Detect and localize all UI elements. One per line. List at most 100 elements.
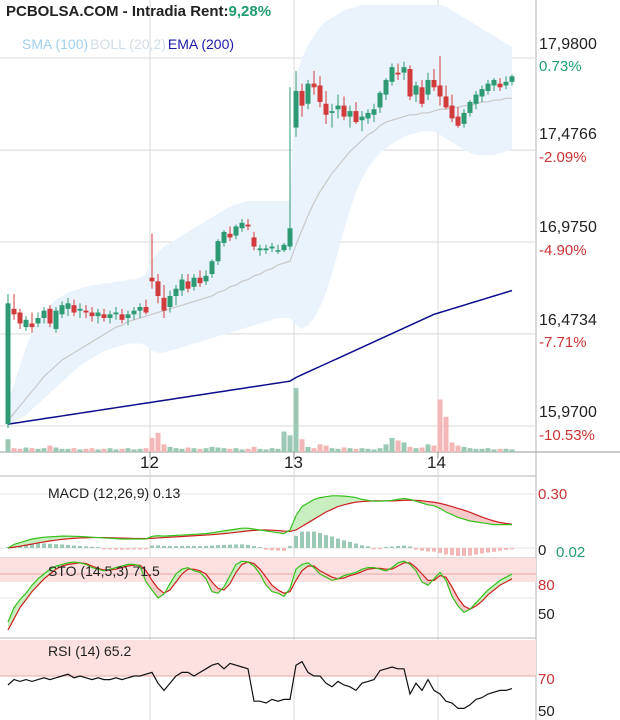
candle-body (197, 277, 203, 284)
macd-histogram-bar (48, 543, 52, 548)
volume-bar (11, 448, 17, 452)
sto-fill-segment (482, 590, 488, 602)
volume-bar (5, 439, 11, 452)
pct-label-0: 0.73% (539, 58, 582, 75)
macd-fill-segment (326, 495, 332, 512)
volume-bar (215, 447, 221, 452)
macd-fill-segment (488, 519, 494, 525)
sto-fill-segment (458, 598, 464, 613)
macd-histogram-bar (450, 548, 454, 556)
legend-ema: EMA (200) (167, 36, 235, 52)
volume-bar (191, 448, 197, 452)
macd-histogram-bar (360, 545, 364, 548)
pct-label-3: -7.71% (539, 334, 587, 351)
macd-histogram-bar (60, 544, 64, 548)
candle-body (215, 241, 221, 262)
sto-fill-segment (266, 577, 272, 592)
rsi-overbought-zone (0, 640, 536, 676)
candle-body (89, 312, 95, 317)
volume-bar (347, 448, 353, 452)
volume-bar (23, 447, 29, 452)
candle-body (257, 248, 263, 251)
candle-body (173, 288, 179, 297)
candle-body (431, 79, 437, 88)
macd-histogram-bar (42, 543, 46, 548)
sto-fill-segment (452, 586, 458, 606)
candle-body (479, 89, 485, 97)
rent-value: 9,28% (228, 3, 272, 20)
price-label-3: 16,4734 (539, 312, 597, 329)
sto-fill-segment (326, 574, 332, 581)
macd-histogram-bar (474, 548, 478, 555)
rent-label: Rent: (190, 3, 229, 20)
candle-body (371, 109, 377, 115)
volume-bar (161, 444, 167, 452)
macd-histogram-bar (426, 548, 430, 552)
price-legend: SMA (100) BOLL (20,2) EMA (200) (22, 36, 236, 52)
sto-fill-segment (500, 577, 506, 586)
volume-bar (17, 448, 23, 452)
macd-histogram-bar (300, 531, 304, 548)
macd-histogram-bar (54, 544, 58, 548)
candle-body (83, 310, 89, 313)
candle-body (59, 305, 65, 315)
candle-body (161, 297, 167, 311)
macd-histogram-bar (126, 548, 130, 550)
sto-fill-segment (506, 574, 512, 582)
rsi-level-0: 70 (538, 671, 555, 688)
volume-bar (203, 448, 209, 452)
volume-bar (497, 448, 503, 452)
candle-body (263, 248, 269, 251)
macd-histogram-bar (186, 545, 190, 548)
candle-body (137, 306, 143, 311)
macd-histogram-bar (378, 548, 382, 550)
candle-body (353, 111, 359, 123)
candle-body (335, 105, 341, 110)
volume-bar (47, 445, 53, 452)
volume-bar (137, 448, 143, 452)
volume-bar (239, 449, 245, 452)
macd-histogram-bar (408, 546, 412, 548)
candle-body (401, 67, 407, 73)
macd-histogram-bar (222, 544, 226, 548)
macd-histogram-bar (288, 545, 292, 548)
legend-boll: BOLL (20,2) (90, 36, 166, 52)
volume-bar (173, 448, 179, 452)
macd-histogram-bar (438, 548, 442, 553)
pct-label-4: -10.53% (539, 427, 595, 444)
macd-histogram-bar (198, 545, 202, 548)
candle-body (65, 303, 71, 309)
volume-bar (65, 448, 71, 452)
volume-bar (461, 446, 467, 452)
macd-histogram-bar (366, 546, 370, 548)
macd-histogram-bar (168, 545, 172, 548)
macd-histogram-bar (312, 531, 316, 548)
volume-bar (263, 449, 269, 452)
volume-bar (251, 446, 257, 452)
candle-body (23, 319, 29, 328)
macd-level-0: 0.30 (538, 486, 568, 503)
sto-fill-segment (272, 585, 278, 594)
macd-histogram-bar (432, 548, 436, 552)
x-tick-2: 14 (427, 453, 446, 472)
volume-bar (389, 437, 395, 452)
candle-body (365, 112, 371, 119)
volume-bar (233, 448, 239, 452)
macd-histogram-bar (384, 547, 388, 548)
bollinger-band-fill (8, 4, 512, 425)
candle-body (71, 305, 77, 313)
candle-body (359, 116, 365, 121)
sto-fill-segment (212, 582, 218, 594)
volume-bar (53, 447, 59, 452)
volume-bar (413, 448, 419, 452)
volume-bar (125, 448, 131, 452)
candle-body (467, 101, 473, 113)
volume-bar (305, 446, 311, 452)
volume-bar (281, 431, 287, 452)
volume-bar (119, 448, 125, 452)
macd-histogram-bar (390, 546, 394, 548)
macd-histogram-bar (402, 545, 406, 548)
candle-body (53, 310, 59, 329)
macd-histogram-bar (510, 548, 514, 550)
candle-body (131, 310, 137, 315)
